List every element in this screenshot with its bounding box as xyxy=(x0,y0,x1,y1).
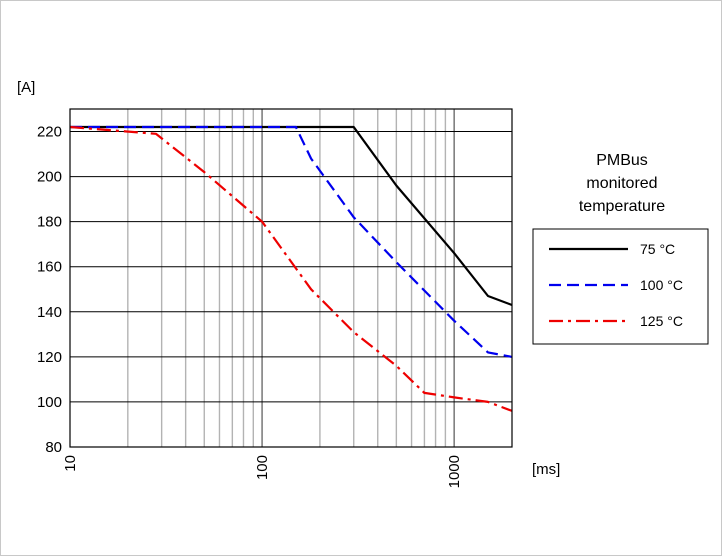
y-tick-labels: 80 100 120 140 160 180 200 220 xyxy=(37,124,62,456)
legend: PMBus monitored temperature 75 °C 100 °C 1… xyxy=(532,152,709,345)
x-tick-label: 1000 xyxy=(446,455,463,488)
y-tick-label: 120 xyxy=(37,349,62,366)
y-tick-label: 220 xyxy=(37,124,62,141)
legend-title-line-1: PMBus xyxy=(596,152,648,169)
y-tick-label: 180 xyxy=(37,214,62,231)
series-line-1 xyxy=(70,125,513,307)
grid xyxy=(70,109,512,447)
series-line-2 xyxy=(70,125,513,358)
y-tick-label: 160 xyxy=(37,259,62,276)
y-tick-label: 100 xyxy=(37,394,62,411)
y-tick-label: 140 xyxy=(37,304,62,321)
legend-title-line-2: monitored xyxy=(586,175,657,192)
series-layer xyxy=(69,125,513,412)
plot-border xyxy=(69,108,513,448)
x-tick-label: 10 xyxy=(62,455,79,472)
y-tick-label: 80 xyxy=(45,439,62,456)
legend-label: 125 °C xyxy=(640,313,683,329)
y-tick-label: 200 xyxy=(37,169,62,186)
series-line-3 xyxy=(69,125,513,412)
plot-area xyxy=(70,109,512,447)
x-tick-labels: 10 100 1000 xyxy=(62,455,463,488)
legend-label: 100 °C xyxy=(640,277,683,293)
x-tick-label: 100 xyxy=(254,455,271,480)
legend-title-line-3: temperature xyxy=(579,198,665,215)
legend-items: 75 °C 100 °C 125 °C xyxy=(549,241,683,329)
y-axis-label: [A] xyxy=(17,79,35,96)
legend-label: 75 °C xyxy=(640,241,675,257)
x-axis-label: [ms] xyxy=(532,461,560,478)
